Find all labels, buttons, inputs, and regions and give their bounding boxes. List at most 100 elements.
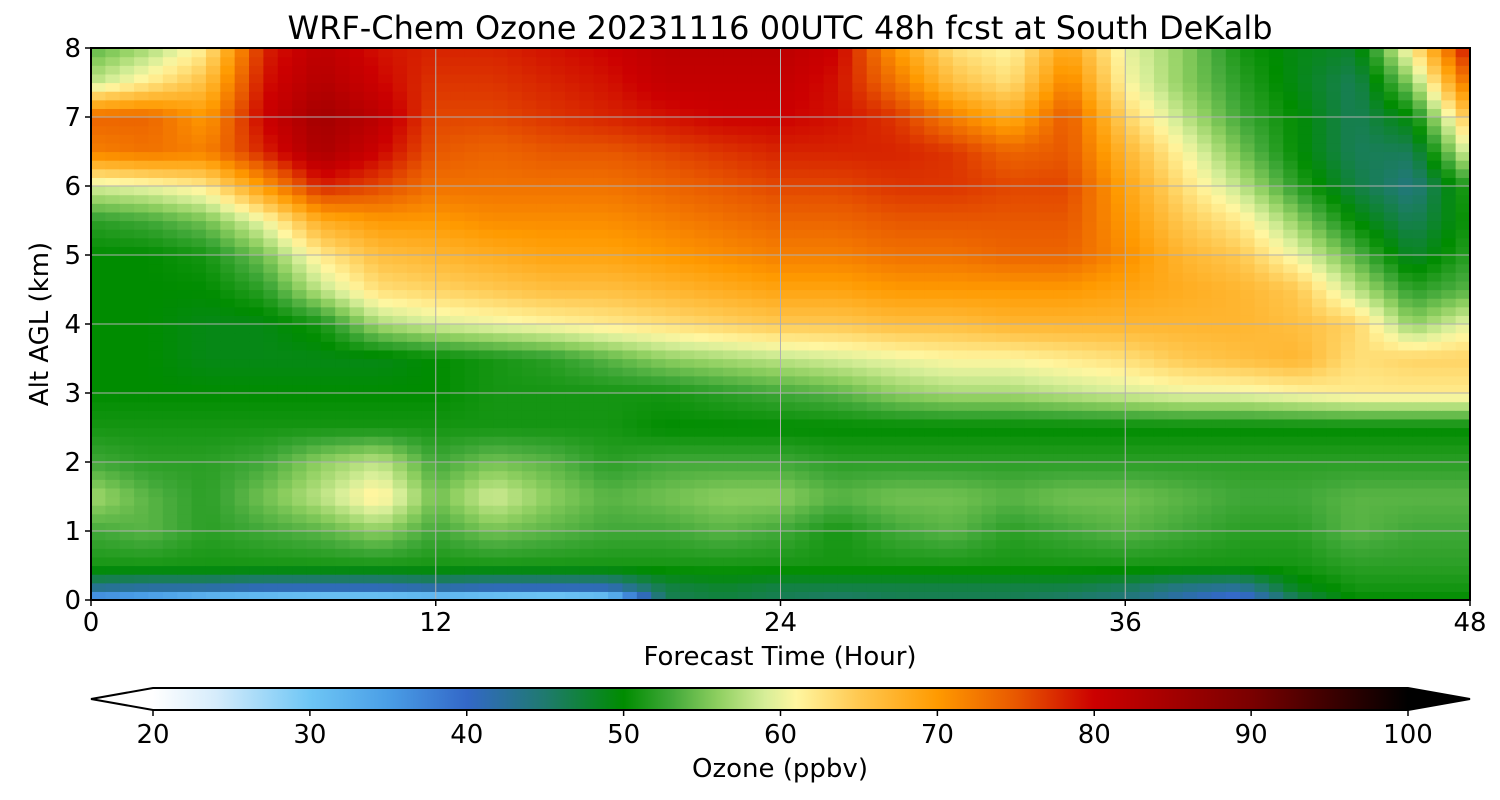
heatmap-cell xyxy=(1326,229,1342,239)
heatmap-cell xyxy=(1240,453,1256,463)
heatmap-cell xyxy=(723,548,738,558)
heatmap-cell xyxy=(938,384,954,394)
heatmap-cell xyxy=(435,462,451,472)
heatmap-cell xyxy=(608,272,624,282)
heatmap-cell xyxy=(1240,487,1256,498)
heatmap-cell xyxy=(1110,229,1126,239)
heatmap-cell xyxy=(1039,272,1055,282)
heatmap-cell xyxy=(1283,470,1299,480)
heatmap-cell xyxy=(105,280,121,291)
heatmap-cell xyxy=(1125,479,1141,489)
heatmap-cell xyxy=(435,263,451,273)
heatmap-cell xyxy=(737,220,753,230)
heatmap-cell xyxy=(565,358,580,368)
heatmap-cell xyxy=(277,186,293,196)
heatmap-cell xyxy=(421,186,437,196)
heatmap-cell xyxy=(1426,341,1442,351)
heatmap-cell xyxy=(1168,418,1184,429)
heatmap-cell xyxy=(938,513,954,523)
heatmap-cell xyxy=(191,358,207,368)
heatmap-cell xyxy=(162,349,178,360)
heatmap-cell xyxy=(292,582,308,592)
heatmap-cell xyxy=(392,505,408,515)
heatmap-cell xyxy=(134,375,150,385)
heatmap-cell xyxy=(1168,315,1184,325)
heatmap-cell xyxy=(1283,548,1299,558)
heatmap-cell xyxy=(263,237,279,247)
heatmap-cell xyxy=(1039,539,1055,549)
heatmap-cell xyxy=(1441,591,1457,600)
heatmap-cell xyxy=(852,306,868,316)
heatmap-cell xyxy=(1369,470,1385,480)
heatmap-cell xyxy=(608,531,624,541)
heatmap-cell xyxy=(766,410,782,420)
heatmap-cell xyxy=(1311,263,1327,273)
heatmap-cell xyxy=(1096,384,1112,394)
heatmap-cell xyxy=(1211,470,1227,480)
heatmap-cell xyxy=(464,306,480,316)
heatmap-cell xyxy=(1211,151,1227,161)
heatmap-cell xyxy=(521,410,537,420)
heatmap-cell xyxy=(895,246,911,256)
heatmap-cell xyxy=(579,367,595,377)
heatmap-cell xyxy=(881,255,897,265)
heatmap-cell xyxy=(952,349,968,360)
heatmap-cell xyxy=(220,186,236,196)
heatmap-cell xyxy=(1412,513,1428,523)
heatmap-cell xyxy=(837,462,853,472)
heatmap-cell xyxy=(507,211,523,222)
heatmap-cell xyxy=(292,453,308,463)
heatmap-cell xyxy=(1240,574,1256,584)
heatmap-cell xyxy=(378,203,394,213)
heatmap-cell xyxy=(1039,384,1055,394)
heatmap-cell xyxy=(651,177,667,187)
heatmap-cell xyxy=(1139,418,1155,429)
heatmap-cell xyxy=(493,151,509,161)
heatmap-cell xyxy=(1311,548,1327,558)
heatmap-cell xyxy=(349,436,365,446)
heatmap-cell xyxy=(751,574,767,584)
heatmap-cell xyxy=(249,462,264,472)
heatmap-cell xyxy=(220,151,236,161)
heatmap-cell xyxy=(550,151,566,161)
heatmap-cell xyxy=(809,574,825,584)
heatmap-cell xyxy=(794,263,810,273)
heatmap-cell xyxy=(780,522,796,532)
heatmap-cell xyxy=(450,186,466,196)
heatmap-cell xyxy=(349,479,365,489)
heatmap-cell xyxy=(392,220,408,230)
heatmap-cell xyxy=(1441,393,1457,403)
heatmap-cell xyxy=(205,444,221,454)
heatmap-cell xyxy=(1024,263,1040,273)
heatmap-cell xyxy=(349,496,365,506)
heatmap-cell xyxy=(593,539,609,549)
heatmap-cell xyxy=(823,462,839,472)
heatmap-cell xyxy=(952,324,968,334)
heatmap-cell xyxy=(1153,591,1169,600)
heatmap-cell xyxy=(1383,332,1399,342)
heatmap-cell xyxy=(593,462,609,472)
heatmap-cell xyxy=(981,367,997,377)
heatmap-cell xyxy=(263,427,279,437)
heatmap-cell xyxy=(335,272,351,282)
heatmap-cell xyxy=(1398,384,1414,394)
heatmap-cell xyxy=(378,574,394,584)
heatmap-cell xyxy=(1225,591,1241,600)
heatmap-cell xyxy=(895,263,911,273)
heatmap-cell xyxy=(1110,306,1126,316)
heatmap-cell xyxy=(579,358,595,368)
heatmap-cell xyxy=(507,289,523,299)
heatmap-cell xyxy=(1311,280,1327,291)
heatmap-cell xyxy=(1355,358,1371,368)
heatmap-cell xyxy=(1326,505,1342,515)
heatmap-cell xyxy=(464,324,480,334)
heatmap-cell xyxy=(177,393,193,403)
heatmap-cell xyxy=(105,574,121,584)
heatmap-cell xyxy=(320,418,336,429)
heatmap-cell xyxy=(134,168,150,178)
heatmap-cell xyxy=(320,289,336,299)
heatmap-cell xyxy=(292,401,308,411)
heatmap-cell xyxy=(723,401,738,411)
heatmap-cell xyxy=(1182,203,1198,213)
heatmap-cell xyxy=(1268,470,1284,480)
